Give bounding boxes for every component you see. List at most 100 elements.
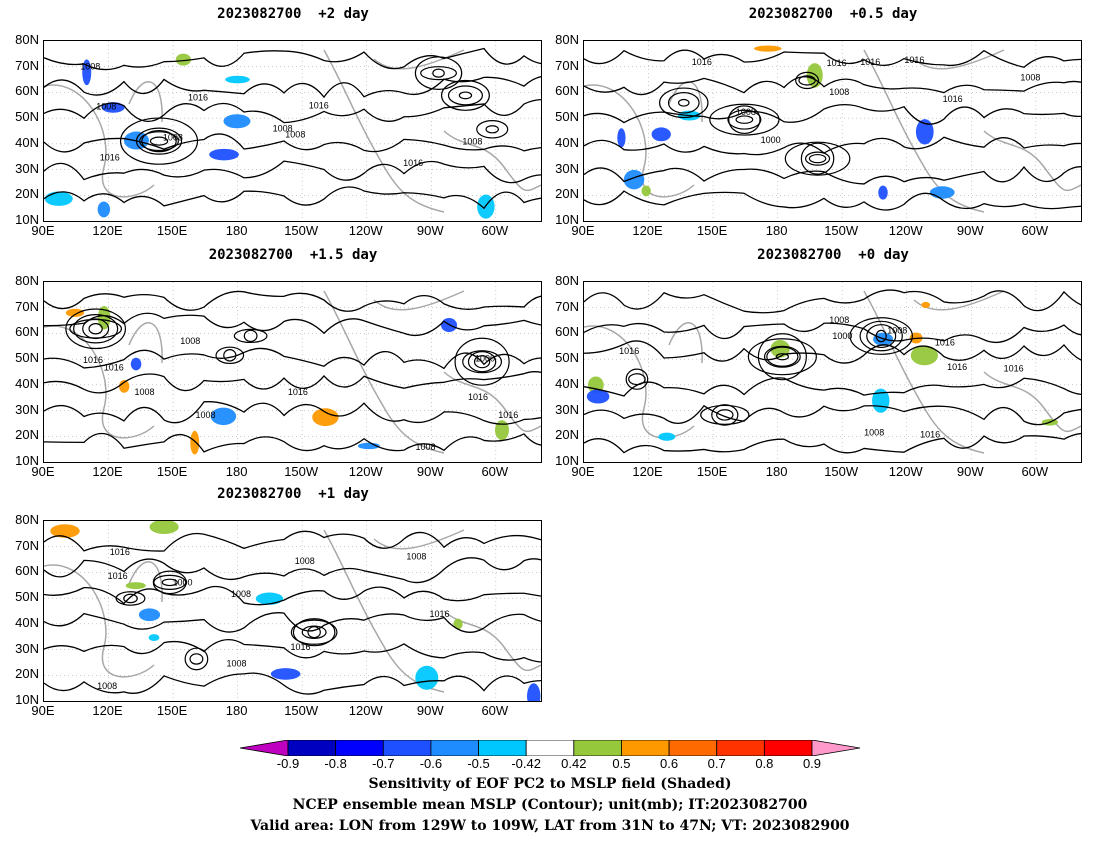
colorbar-tick-label: -0.9	[276, 756, 300, 771]
caption-line-1: Sensitivity of EOF PC2 to MSLP field (Sh…	[368, 776, 732, 792]
colorbar-arrow-high	[811, 740, 860, 756]
longitude-label: 150E	[156, 223, 188, 238]
longitude-label: 150E	[696, 223, 728, 238]
latitude-label: 40N	[555, 375, 579, 391]
latitude-label: 60N	[555, 83, 579, 99]
colorbar-tick-label: 0.8	[755, 756, 774, 771]
longitude-label: 180	[225, 223, 248, 238]
contour-label: 1016	[290, 642, 310, 652]
contour-label: 1000	[832, 331, 852, 341]
latitude-label: 70N	[15, 298, 39, 314]
longitude-label: 60W	[1021, 223, 1049, 238]
map-svg: 1008 1016 1008 1016 1008 1000 1016 1008 1016 1008	[44, 521, 541, 701]
longitude-label: 150W	[284, 703, 319, 718]
panel-title: 2023082700 +0.5 day	[748, 6, 918, 22]
contour-label: 1000	[761, 135, 781, 145]
colorbar-swatch	[335, 740, 384, 756]
contour-label: 1008	[736, 107, 756, 117]
longitude-label: 120W	[348, 703, 383, 718]
contour-label: 1016	[430, 609, 450, 619]
contour-label: 1016	[904, 55, 924, 65]
contour-label: 1008	[406, 552, 426, 562]
latitude-label: 80N	[15, 32, 39, 47]
map-plot: 1008 1016 1008 1016 1016 1016 1000 1016 1008	[583, 40, 1082, 222]
longitude-label: 120E	[92, 464, 123, 479]
longitude-label: 120E	[632, 223, 663, 238]
panel-title: 2023082700 +1 day	[217, 486, 369, 502]
contour-label: 1016	[309, 100, 329, 110]
contour-label: 1008	[887, 326, 907, 336]
map-plot: 1008 1016 1008 1016 1008 1008 1016 1008 1016 1008	[43, 40, 542, 222]
contour-label: 1016	[188, 93, 208, 103]
latitude-label: 10N	[555, 453, 579, 468]
longitude-label: 180	[225, 703, 248, 718]
caption-line-3: Valid area: LON from 129W to 109W, LAT f…	[250, 818, 850, 834]
panel-title: 2023082700 +2 day	[217, 6, 369, 22]
latitude-label: 30N	[15, 160, 39, 176]
colorbar-swatch	[525, 740, 575, 756]
colorbar-tick-label: 0.5	[612, 756, 631, 771]
longitude-label: 150E	[156, 703, 188, 718]
longitude-label: 60W	[481, 703, 509, 718]
panel-title: 2023082700 +1.5 day	[208, 247, 378, 263]
contour-label: 1016	[104, 363, 124, 373]
latitude-label: 70N	[15, 537, 39, 553]
contour-label: 1008	[231, 589, 251, 599]
contour-label: 1016	[619, 346, 639, 356]
longitude-label: 90W	[416, 464, 444, 479]
longitude-label: 150E	[696, 464, 728, 479]
panel-title: 2023082700 +0 day	[757, 247, 909, 263]
longitude-label: 120E	[92, 703, 123, 718]
latitude-label: 40N	[15, 614, 39, 630]
longitude-label: 150W	[284, 464, 319, 479]
contour-label: 1008	[80, 62, 100, 72]
longitude-label: 90E	[571, 464, 595, 479]
longitude-label: 90W	[956, 464, 984, 479]
latitude-label: 50N	[15, 350, 39, 366]
longitude-label: 150W	[824, 464, 859, 479]
map-plot: 1008 1016 1016 1008 1016 1000 1008 1016 1016	[583, 281, 1082, 463]
latitude-label: 10N	[15, 692, 39, 707]
colorbar-arrow-low	[240, 740, 289, 756]
colorbar-swatch	[668, 740, 718, 756]
contour-label: 1008	[196, 410, 216, 420]
colorbar-swatch	[382, 740, 432, 756]
contour-label: 1016	[100, 152, 120, 162]
colorbar-tick-label: 0.9	[802, 756, 822, 771]
map-svg: 1008 1016 1008 1016 1016 1016 1000 1016 1008	[584, 41, 1081, 221]
latitude-label: 40N	[15, 375, 39, 391]
colorbar-tick-label: -0.8	[324, 756, 347, 771]
contour-label: 1008	[829, 87, 849, 97]
map-svg: 1008 1016 1016 1008 1016 1000 1008 1016 1016	[584, 282, 1081, 462]
latitude-label: 10N	[15, 212, 39, 227]
colorbar-tick-label: -0.42	[511, 756, 541, 771]
latitude-label: 50N	[15, 109, 39, 125]
longitude-label: 150W	[284, 223, 319, 238]
latitude-label: 20N	[15, 666, 39, 682]
contour-label: 1008	[829, 315, 849, 325]
colorbar-swatch	[621, 740, 670, 756]
longitude-label: 120W	[888, 223, 923, 238]
longitude-label: 90E	[31, 223, 55, 238]
longitude-label: 150E	[156, 464, 188, 479]
colorbar-tick-label: 0.42	[561, 756, 587, 771]
contour-label: 1016	[920, 429, 940, 439]
colorbar-tick-label: -0.7	[372, 756, 395, 771]
contour-label: 1008	[227, 658, 247, 668]
latitude-label: 30N	[555, 160, 579, 176]
latitude-label: 70N	[15, 57, 39, 73]
contour-label: 1008	[295, 556, 315, 566]
contour-label: 1008	[415, 442, 435, 452]
latitude-label: 60N	[15, 563, 39, 579]
longitude-label: 60W	[1021, 464, 1049, 479]
contour-label: 1008	[273, 123, 293, 133]
longitude-label: 150W	[824, 223, 859, 238]
latitude-label: 80N	[555, 32, 579, 47]
longitude-label: 60W	[481, 464, 509, 479]
contour-label: 1008	[97, 681, 117, 691]
caption-line-2: NCEP ensemble mean MSLP (Contour); unit(…	[292, 797, 808, 813]
latitude-label: 80N	[15, 273, 39, 288]
colorbar-tick-label: -0.6	[419, 756, 443, 771]
contour-label: 1016	[108, 571, 128, 581]
